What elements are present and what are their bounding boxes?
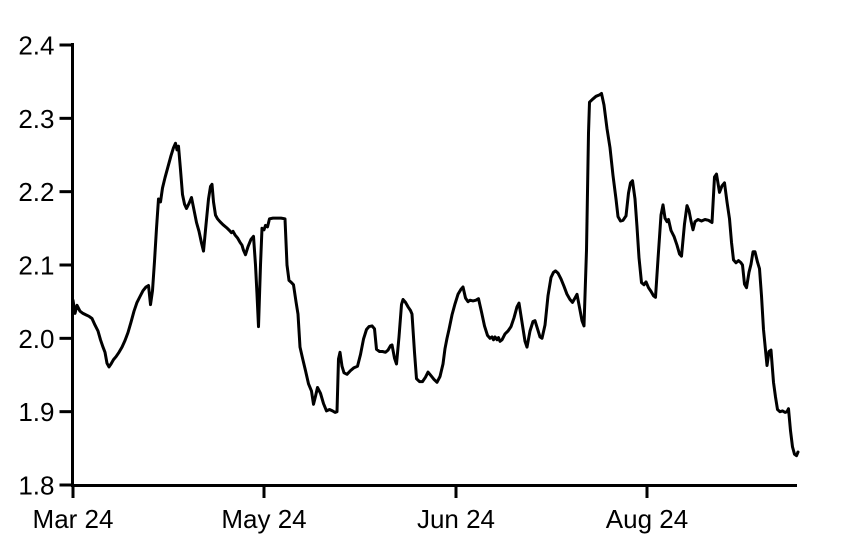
y-axis-ticks [59, 43, 73, 487]
x-tick-label: Jun 24 [417, 504, 495, 534]
axes [71, 43, 797, 487]
x-axis-ticks [71, 487, 649, 498]
y-axis-labels: 2.4 2.3 2.2 2.1 2.0 1.9 1.8 [18, 31, 54, 501]
y-tick-label: 2.3 [18, 104, 54, 134]
x-tick-label: May 24 [221, 504, 306, 534]
y-tick-label: 1.9 [18, 397, 54, 427]
data-series [71, 91, 800, 458]
y-tick-label: 1.8 [18, 471, 54, 501]
x-tick-label: Aug 24 [606, 504, 688, 534]
y-tick-label: 2.1 [18, 251, 54, 281]
y-tick-label: 2.4 [18, 31, 54, 61]
x-axis-labels: Mar 24 May 24 Jun 24 Aug 24 [33, 504, 689, 534]
data-series-line [71, 91, 800, 458]
x-tick-label: Mar 24 [33, 504, 114, 534]
y-tick-label: 2.0 [18, 324, 54, 354]
y-tick-label: 2.2 [18, 177, 54, 207]
